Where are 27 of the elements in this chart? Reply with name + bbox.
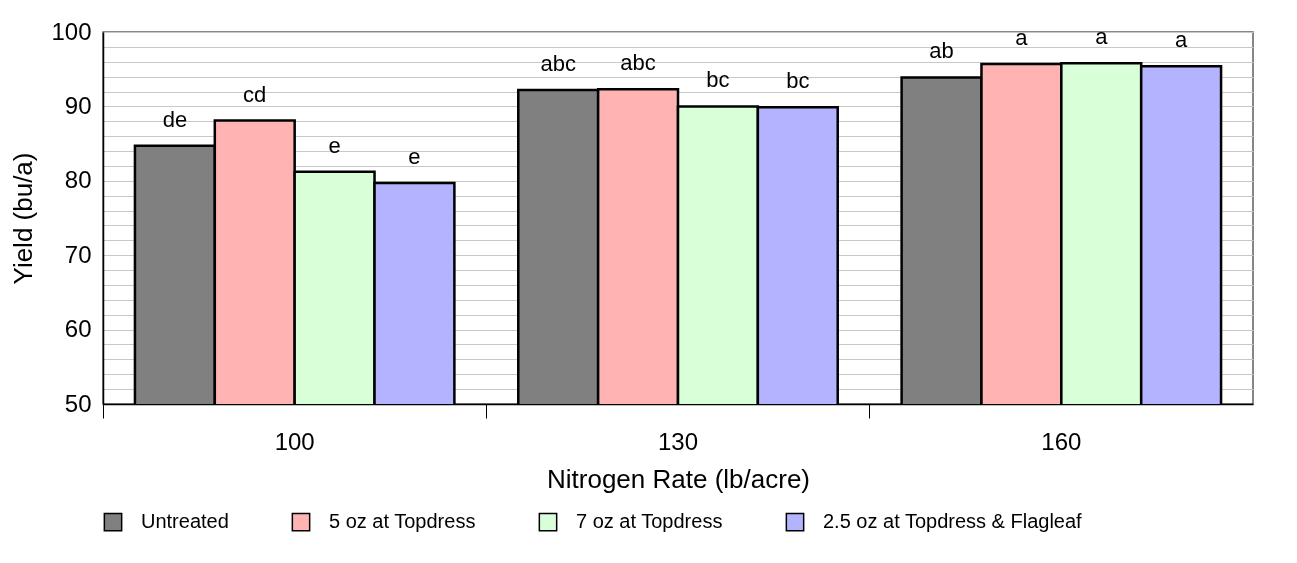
data-label: a [1095,24,1109,50]
data-label: e [328,132,341,158]
data-label: a [1175,27,1188,53]
data-label: a [1015,24,1029,50]
data-label: ab [929,38,954,64]
x-tick-label: 160 [1041,427,1082,455]
data-label: de [162,106,188,132]
data-label: abc [540,51,576,77]
data-label: abc [620,50,656,76]
y-tick-label: 70 [64,240,92,268]
legend-label: Untreated [141,510,229,533]
data-label: cd [243,81,267,107]
y-tick-label: 100 [51,17,92,45]
y-tick-label: 80 [64,166,92,194]
y-tick-label: 60 [64,315,92,343]
y-tick-label: 50 [64,389,92,417]
legend-label: 5 oz at Topdress [329,510,476,533]
y-axis-title: Yield (bu/a) [8,152,39,285]
x-axis-title: Nitrogen Rate (lb/acre) [547,463,810,494]
legend-label: 2.5 oz at Topdress & Flagleaf [823,510,1083,533]
data-label: bc [706,67,730,93]
legend-label: 7 oz at Topdress [576,510,723,533]
x-tick-label: 130 [657,427,699,455]
y-tick-label: 90 [64,91,92,119]
data-label: bc [786,68,810,94]
x-tick-label: 100 [274,427,315,455]
data-label: e [408,144,421,170]
